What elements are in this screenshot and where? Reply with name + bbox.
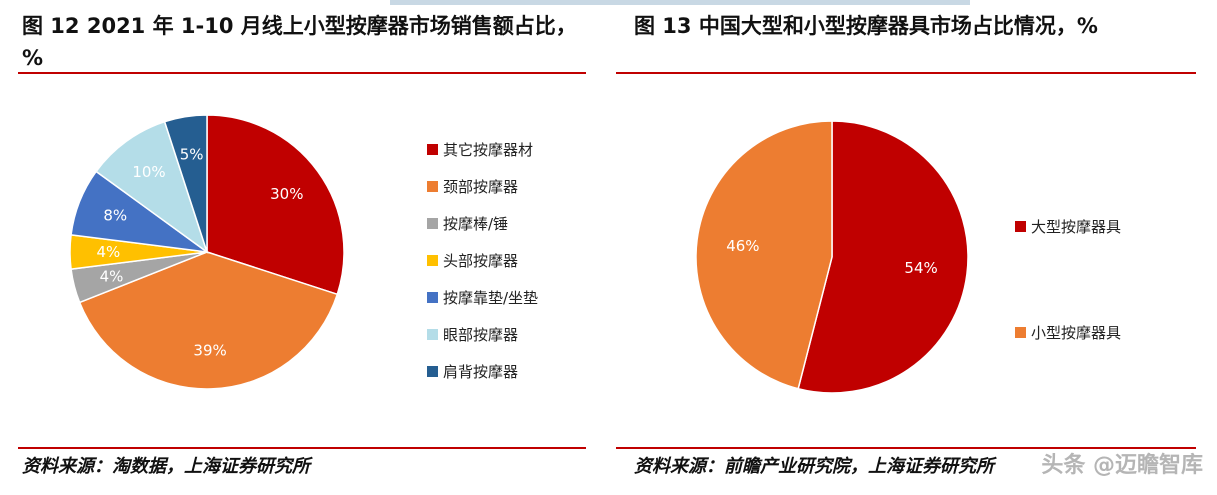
figure-12-source: 资料来源：淘数据，上海证券研究所 xyxy=(22,456,310,477)
legend-label: 小型按摩器具 xyxy=(1031,323,1122,342)
legend-swatch xyxy=(427,291,438,303)
pie-data-label-5: 8% xyxy=(103,207,127,225)
legend-item-6: 眼部按摩器 xyxy=(427,324,538,344)
pie-slice-1 xyxy=(797,120,969,394)
legend-label: 颈部按摩器 xyxy=(443,177,519,196)
legend-swatch xyxy=(427,328,438,340)
legend-swatch xyxy=(1015,326,1026,338)
figure-13-bottom-rule xyxy=(616,447,1196,449)
pie-data-label-1: 30% xyxy=(270,185,303,203)
figure-12-top-rule xyxy=(18,72,586,74)
legend-item-2: 颈部按摩器 xyxy=(427,176,538,196)
legend-swatch xyxy=(427,217,438,229)
figure-12-title: 图 12 2021 年 1-10 月线上小型按摩器市场销售额占比，% xyxy=(22,14,577,70)
figure-12-pie-chart: 30% 39% 4% 4% 8% 10% 5% xyxy=(69,114,345,390)
legend-label: 大型按摩器具 xyxy=(1031,217,1122,236)
pie-data-label-6: 10% xyxy=(132,163,165,181)
figure-13-source: 资料来源：前瞻产业研究院，上海证券研究所 xyxy=(634,456,994,477)
legend-swatch xyxy=(427,143,438,155)
pie-data-label-7: 5% xyxy=(180,146,204,164)
legend-label: 肩背按摩器 xyxy=(443,362,519,381)
legend-label: 其它按摩器材 xyxy=(443,140,534,159)
pie-slice-2 xyxy=(695,120,833,390)
legend-label: 按摩靠垫/坐垫 xyxy=(443,288,539,307)
pie-data-label-2: 39% xyxy=(193,342,226,360)
pie-data-label-2: 46% xyxy=(726,237,759,255)
legend-item-3: 按摩棒/锤 xyxy=(427,213,538,233)
pie-slice-7 xyxy=(163,114,208,253)
pie-slice-6 xyxy=(95,120,209,254)
watermark: 头条 @迈瞻智库 xyxy=(1041,453,1203,478)
legend-swatch xyxy=(1015,220,1026,232)
figure-12-legend: 其它按摩器材 颈部按摩器按摩棒/锤头部按摩器按摩靠垫/坐垫 眼部按摩器肩背按摩器 xyxy=(427,139,538,398)
figure-13-panel: 图 13 中国大型和小型按摩器具市场占比情况，% 54% 46% 大型按摩器具 小型… xyxy=(612,0,1212,495)
legend-swatch xyxy=(427,180,438,192)
figure-12-bottom-rule xyxy=(18,447,586,449)
figure-13-title: 图 13 中国大型和小型按摩器具市场占比情况，% xyxy=(634,14,1098,38)
legend-item-2: 小型按摩器具 xyxy=(1015,322,1121,342)
pie-data-label-3: 4% xyxy=(100,268,124,286)
legend-item-5: 按摩靠垫/坐垫 xyxy=(427,287,538,307)
legend-swatch xyxy=(427,365,438,377)
legend-label: 头部按摩器 xyxy=(443,251,519,270)
legend-item-7: 肩背按摩器 xyxy=(427,361,538,381)
pie-data-label-4: 4% xyxy=(97,243,121,261)
figure-13-legend: 大型按摩器具 小型按摩器具 xyxy=(1015,216,1121,428)
figure-13-top-rule xyxy=(616,72,1196,74)
pie-slice-2 xyxy=(78,251,339,390)
top-strip xyxy=(390,0,970,5)
legend-item-1: 大型按摩器具 xyxy=(1015,216,1121,236)
pie-data-label-1: 54% xyxy=(904,259,937,277)
figure-12-panel: 图 12 2021 年 1-10 月线上小型按摩器市场销售额占比，% 30% 39… xyxy=(0,0,590,495)
legend-item-1: 其它按摩器材 xyxy=(427,139,538,159)
legend-item-4: 头部按摩器 xyxy=(427,250,538,270)
legend-swatch xyxy=(427,254,438,266)
figure-13-pie-chart: 54% 46% xyxy=(695,120,969,394)
pie-slice-1 xyxy=(206,114,345,296)
legend-label: 眼部按摩器 xyxy=(443,325,519,344)
legend-label: 按摩棒/锤 xyxy=(443,214,509,233)
